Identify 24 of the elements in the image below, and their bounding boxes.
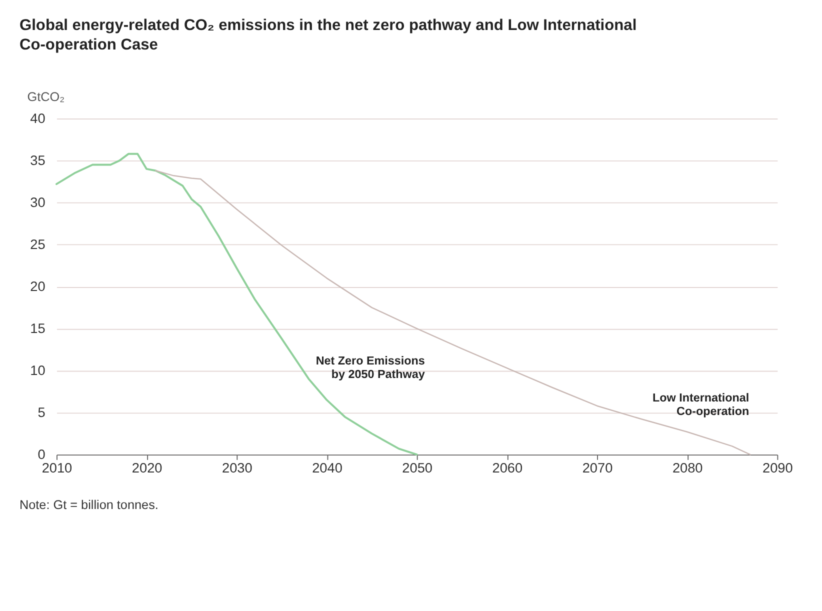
chart-title: Global energy-related CO₂ emissions in the net zero pathway and Low International Co-operation Case (19, 16, 637, 54)
x-tick-label: 2050 (402, 460, 433, 476)
y-tick-label: 0 (38, 446, 46, 462)
y-tick-label: 25 (30, 236, 46, 252)
series-label: Net Zero Emissions by 2050 Pathway (316, 354, 426, 382)
text: Note: Gt = billion tonnes. (19, 498, 158, 512)
y-tick-label: 35 (30, 152, 46, 168)
x-tick-label: 2020 (132, 460, 163, 476)
line-series (154, 170, 751, 456)
y-axis-title: GtCO₂ (27, 90, 65, 104)
x-tick-label: 2070 (582, 460, 614, 476)
y-tick-label: 20 (30, 278, 46, 294)
y-tick-label: 5 (38, 404, 46, 420)
y-tick-label: 40 (30, 110, 46, 126)
x-tick-label: 2030 (222, 460, 253, 476)
y-tick-label: 10 (30, 362, 46, 378)
series-label: Low International Co-operation (652, 391, 750, 418)
y-tick-label: 15 (30, 320, 46, 336)
x-tick-label: 2010 (42, 460, 73, 476)
x-tick-label: 2040 (312, 460, 343, 476)
x-tick-label: 2090 (762, 460, 794, 476)
x-tick-label: 2060 (492, 460, 523, 476)
y-tick-label: 30 (30, 194, 46, 210)
x-tick-label: 2080 (672, 460, 704, 476)
